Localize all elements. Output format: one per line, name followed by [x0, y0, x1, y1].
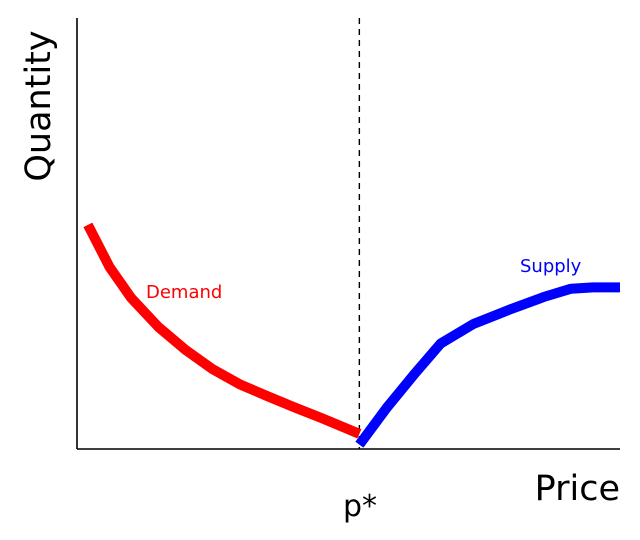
demand-label: Demand — [146, 282, 222, 303]
supply-curve — [355, 282, 620, 448]
equilibrium-price-tick-label: p* — [343, 489, 377, 524]
demand-curve — [83, 222, 362, 439]
x-axis-label: Price — [535, 469, 620, 509]
y-axis-label: Quantity — [19, 30, 59, 181]
supply-label: Supply — [520, 256, 582, 277]
